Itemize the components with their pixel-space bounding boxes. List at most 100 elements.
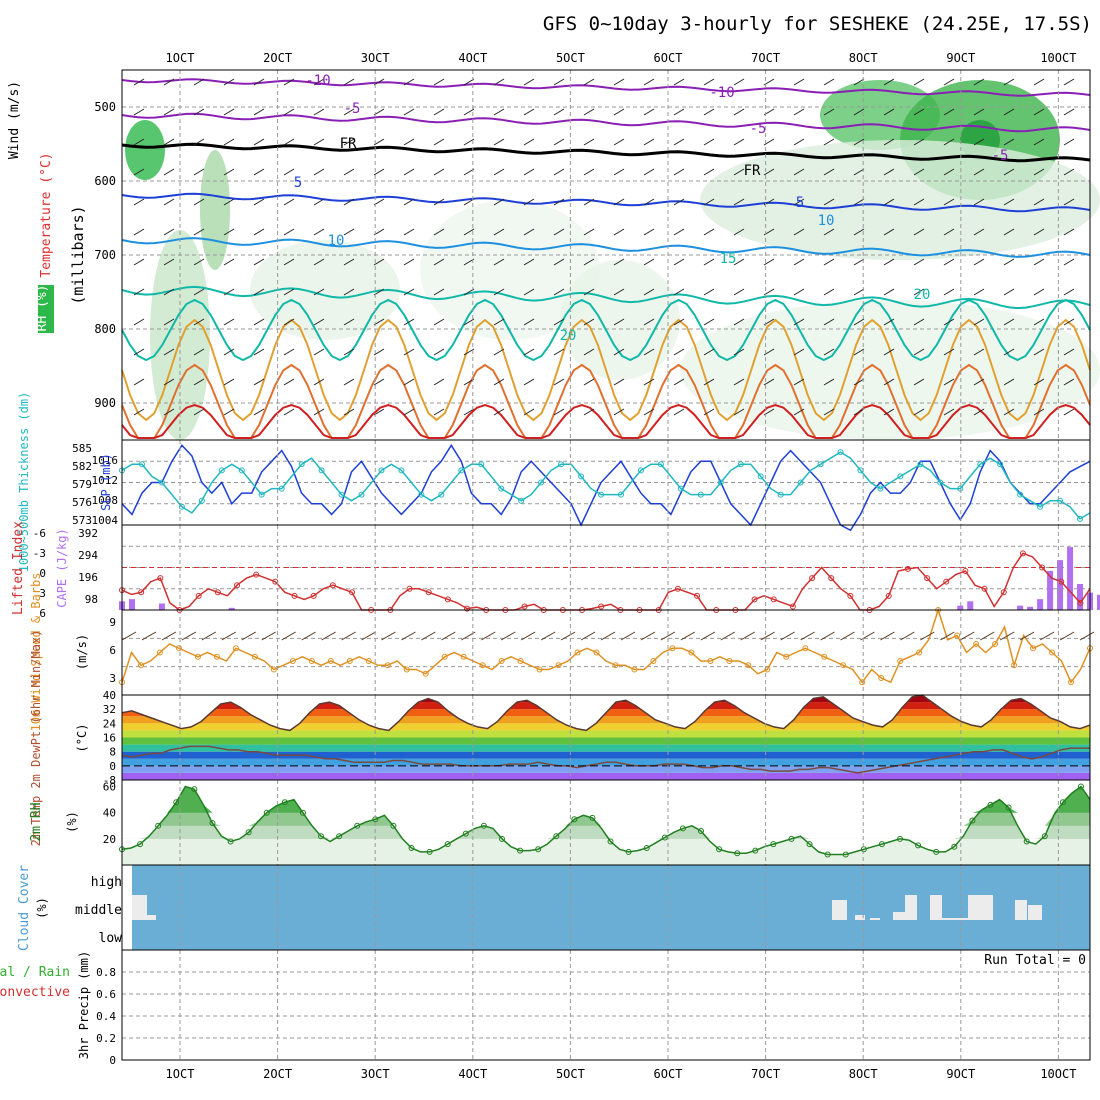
- thickness-tick-label: 582: [72, 460, 92, 473]
- wind-barb: [433, 198, 445, 206]
- wind-barb: [1003, 378, 1015, 386]
- wind-barb: [943, 318, 955, 326]
- wind-speed-line-point: [251, 653, 258, 660]
- wind-barb: [403, 408, 415, 416]
- wind-barb: [913, 288, 925, 296]
- wind-barb: [853, 378, 865, 386]
- rh-line-point: [137, 841, 144, 848]
- wind-speed-line-point: [137, 662, 144, 669]
- wind-barb: [403, 138, 415, 146]
- thickness-line-point: [198, 497, 205, 504]
- wind-barb: [973, 288, 985, 296]
- lifted-index-line-point: [828, 575, 835, 582]
- chart-title: GFS 0~10day 3-hourly for SESHEKE (24.25E…: [543, 13, 1092, 35]
- thickness-line-point: [977, 461, 984, 468]
- thickness-line-point: [657, 461, 664, 468]
- wind-barb: [673, 228, 685, 236]
- wind-barb: [883, 408, 895, 416]
- wind-barb: [1063, 138, 1075, 146]
- surface-wind-barb: [1039, 631, 1055, 641]
- wind-barb: [433, 288, 445, 296]
- lifted-index-line-point: [943, 578, 950, 585]
- rh-line-point: [643, 845, 650, 851]
- rh-line-point: [878, 841, 885, 848]
- wind-speed-line-point: [555, 662, 562, 669]
- lifted-index-line-point: [195, 592, 202, 599]
- wind-barb: [403, 168, 415, 176]
- cape-tick-label: 98: [85, 593, 98, 606]
- rh-line-point: [625, 848, 632, 855]
- temperature-tick-label: 32: [103, 703, 116, 716]
- rh-line-point: [933, 848, 940, 855]
- surface-wind-barb: [600, 631, 616, 641]
- wind-barb: [883, 228, 895, 236]
- rh-area: [420, 200, 600, 340]
- wind-speed-line-point: [973, 641, 980, 647]
- wind-barb: [1003, 138, 1015, 146]
- wind-barb: [853, 348, 865, 356]
- wind-speed-line-point: [213, 653, 220, 660]
- wind-barb: [1003, 348, 1015, 356]
- lifted-index-line-point: [464, 605, 471, 612]
- lifted-index-line-point: [847, 592, 854, 599]
- rh-line: [121, 785, 1091, 856]
- thickness-tick-label: 576: [72, 496, 92, 509]
- contour-label: 20: [560, 328, 577, 344]
- rh2m-axis-label: 2m RH: [29, 802, 44, 841]
- wind-barb: [1063, 318, 1075, 326]
- wind-barb: [703, 258, 715, 266]
- temperature-band: [122, 723, 1090, 731]
- temperature-band: [122, 744, 1090, 752]
- thickness-line-point: [498, 485, 505, 492]
- wind-barb: [223, 108, 235, 116]
- wind-speed-line: [121, 607, 1091, 684]
- wind-barb: [583, 78, 595, 86]
- cape-bar: [1067, 547, 1074, 610]
- wind-barb: [793, 348, 805, 356]
- surface-wind-barb: [341, 631, 356, 641]
- rh-line-point: [806, 841, 813, 848]
- wind-speed-line-point: [460, 653, 467, 660]
- rh-line-point: [1077, 783, 1084, 790]
- thickness-line-point: [238, 467, 245, 474]
- rh-line-point: [318, 833, 325, 840]
- wind-barb: [283, 348, 295, 356]
- pressure-tick-label: 700: [94, 248, 116, 262]
- wind-barb: [673, 348, 685, 356]
- wind-speed-line-point: [422, 670, 429, 677]
- wind-barb: [193, 108, 205, 116]
- wind-barb: [973, 228, 985, 236]
- surface-wind-barb: [660, 631, 676, 641]
- wind-barb: [193, 78, 205, 86]
- wind-barb: [673, 318, 685, 326]
- wind-barb: [433, 138, 445, 146]
- wind-barb: [253, 198, 265, 206]
- surface-wind-barb: [221, 631, 237, 641]
- surface-wind-barb: [441, 631, 456, 641]
- date-label-top: 3OCT: [361, 51, 390, 65]
- contour-label: 5: [796, 195, 804, 211]
- surface-wind-barb: [580, 631, 596, 641]
- wind-barb: [493, 228, 505, 236]
- wind-barb: [793, 258, 805, 266]
- wind-barb: [583, 348, 595, 356]
- wind-barb: [853, 198, 865, 206]
- thickness-line-point: [937, 479, 944, 486]
- rh-line-point: [426, 848, 433, 855]
- wind-barb: [163, 78, 175, 86]
- wind-barb: [163, 168, 175, 176]
- thickness-line-point: [1057, 497, 1064, 504]
- wind-barb: [943, 378, 955, 386]
- wind-barb: [1033, 198, 1045, 206]
- rh-line-point: [263, 809, 270, 816]
- wind-barb: [553, 408, 565, 416]
- wind-barb: [733, 78, 745, 86]
- contour-label: 10: [818, 213, 835, 229]
- surface-wind-barb: [960, 631, 975, 641]
- wind-barb: [163, 378, 175, 386]
- wind-speed-line-point: [1049, 649, 1056, 656]
- wind-barb: [253, 318, 265, 326]
- lifted-index-line-point: [674, 585, 681, 592]
- wind-barb: [343, 378, 355, 386]
- cloud-axis-label: Cloud Cover: [17, 865, 32, 951]
